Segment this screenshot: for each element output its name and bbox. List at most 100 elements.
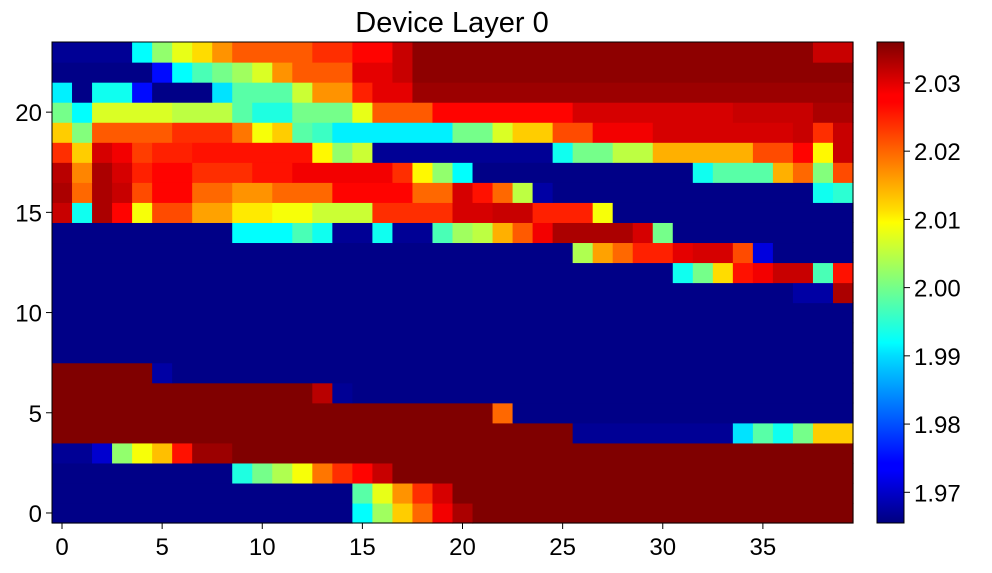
heatmap-cell	[572, 102, 734, 123]
heatmap-cell	[132, 442, 153, 464]
heatmap-cell	[492, 122, 514, 143]
heatmap-cell	[432, 182, 454, 203]
colorbar-tick-label: 2.03	[914, 71, 961, 98]
y-tick-label: 5	[29, 401, 42, 428]
heatmap-cell	[232, 82, 293, 103]
heatmap-cell	[512, 122, 554, 143]
heatmap-cell	[252, 62, 273, 83]
heatmap-cell	[72, 162, 93, 183]
heatmap-cell	[552, 182, 814, 203]
heatmap-cell	[572, 142, 614, 163]
heatmap-cell	[52, 462, 233, 484]
heatmap-cell	[472, 502, 854, 524]
heatmap-cell	[392, 482, 414, 504]
heatmap-cell	[192, 62, 213, 83]
heatmap-cell	[92, 122, 173, 143]
heatmap-cell	[292, 462, 313, 484]
heatmap-cell	[452, 202, 494, 223]
heatmap-cell	[92, 442, 113, 464]
heatmap-cell	[412, 482, 434, 504]
heatmap-cell	[812, 422, 854, 444]
heatmap-cell	[732, 262, 754, 284]
y-tick-label: 20	[15, 100, 42, 127]
colorbar-tick-label: 1.99	[914, 344, 961, 371]
heatmap-cell	[552, 122, 594, 143]
heatmap-cell	[312, 222, 333, 244]
heatmap-cell	[192, 182, 233, 203]
heatmap-cell	[52, 102, 73, 123]
y-axis: 0 5 10 15 20	[15, 100, 52, 528]
heatmap-cell	[312, 122, 333, 143]
heatmap-cell	[512, 182, 534, 203]
heatmap-cell	[152, 62, 173, 83]
heatmap-cell	[152, 362, 173, 384]
heatmap-cell	[472, 182, 494, 203]
heatmap-cell	[252, 102, 293, 123]
heatmap-cell	[332, 122, 454, 143]
x-axis: 0 5 10 15 20 25 30 35	[55, 523, 776, 561]
heatmap-cell	[432, 502, 454, 524]
heatmap-cell	[372, 102, 434, 123]
heatmap-cell	[432, 102, 574, 123]
heatmap-cell	[52, 402, 494, 424]
heatmap-cell	[152, 82, 213, 103]
chart-title: Device Layer 0	[355, 7, 548, 39]
heatmap-cell	[612, 242, 634, 264]
heatmap-cell	[172, 442, 193, 464]
heatmap-cell	[52, 502, 353, 524]
heatmap-cell	[312, 82, 353, 103]
heatmap-cell	[132, 182, 153, 203]
heatmap-cell	[52, 362, 153, 384]
heatmap-cell	[792, 122, 814, 143]
heatmap-cell	[112, 202, 133, 223]
heatmap-cell	[372, 502, 394, 524]
heatmap-cell	[592, 202, 614, 223]
heatmap-cell	[832, 122, 854, 143]
heatmap-cell	[292, 62, 353, 83]
heatmap-cell	[692, 162, 714, 183]
heatmap-cell	[772, 422, 794, 444]
heatmap-cell	[632, 242, 674, 264]
heatmap-cell	[332, 182, 414, 203]
heatmap-cell	[52, 262, 674, 284]
x-tick-label: 5	[155, 534, 168, 561]
heatmap-cell	[152, 442, 173, 464]
heatmap-cell	[772, 162, 794, 183]
heatmap-cell	[132, 162, 153, 183]
heatmap-cell	[152, 182, 193, 203]
heatmap-cell	[452, 482, 854, 504]
heatmap-cell	[52, 382, 313, 404]
heatmap-cell	[52, 422, 574, 444]
heatmap-cell	[52, 142, 73, 163]
heatmap-cell	[412, 62, 854, 83]
colorbar-tick-label: 1.98	[914, 412, 961, 439]
heatmap-cell	[332, 142, 353, 163]
heatmap-cell	[792, 162, 814, 183]
heatmap-cell	[812, 162, 834, 183]
heatmap-cell	[232, 102, 253, 123]
y-tick-label: 15	[15, 200, 42, 227]
heatmap-cell	[512, 402, 854, 424]
heatmap-cell	[432, 482, 454, 504]
heatmap-cell	[732, 102, 814, 123]
heatmap-cell	[832, 162, 854, 183]
heatmap-cell	[812, 102, 854, 123]
heatmap-cell	[292, 122, 313, 143]
heatmap-cell	[192, 162, 253, 183]
heatmap-cell	[492, 182, 514, 203]
heatmap-cell	[812, 182, 834, 203]
heatmap-cell	[432, 222, 454, 244]
heatmap-cell	[532, 182, 554, 203]
heatmap-cell	[92, 102, 173, 123]
heatmap-cell	[412, 182, 434, 203]
heatmap-cell	[772, 242, 854, 264]
heatmap-cell	[232, 202, 273, 223]
heatmap-cell	[392, 462, 854, 484]
heatmap-cell	[312, 382, 333, 404]
heatmap-cell	[92, 202, 113, 223]
heatmap-cell	[392, 42, 414, 63]
heatmap-cell	[832, 142, 854, 163]
heatmap-cell	[312, 462, 333, 484]
